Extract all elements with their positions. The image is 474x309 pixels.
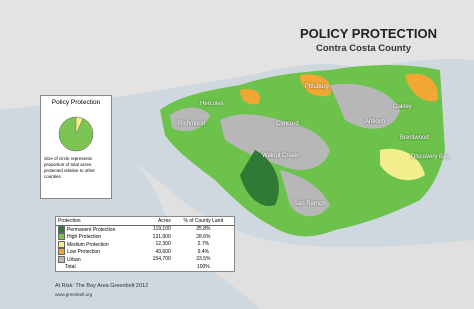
cell-text: 131,900 <box>152 233 171 240</box>
swatch <box>58 225 65 233</box>
cell-text: 33.5% <box>196 256 211 263</box>
place-label: Antioch <box>365 119 386 125</box>
inset-title: Policy Protection <box>51 99 101 106</box>
cell: 28.6% <box>173 233 234 241</box>
cell: Low Protection <box>56 248 142 256</box>
cell-text: 43,600 <box>155 248 171 255</box>
cell-text: 2.7% <box>197 241 210 248</box>
cell-text: Permanent Protection <box>67 226 116 233</box>
cell-text: 12,300 <box>155 241 171 248</box>
swatch <box>58 248 65 256</box>
cell-text: 25.8% <box>196 226 211 233</box>
cell: 131,900 <box>142 233 173 241</box>
urban-east <box>330 83 400 129</box>
cell <box>142 263 173 271</box>
table-header: Protection Acres% of County Land <box>56 217 234 226</box>
place-label: Concord <box>276 121 299 127</box>
low-area <box>240 73 439 105</box>
swatch <box>58 240 65 248</box>
table-row: Urban 154,700 33.5% <box>56 255 234 264</box>
cell-text: 9.4% <box>197 248 210 255</box>
cell: 2.7% <box>173 241 234 249</box>
table-row: High Protection 131,900 28.6% <box>56 233 234 241</box>
land-south <box>120 150 474 309</box>
table-row: Medium Protection 12,300 2.7% <box>56 240 234 249</box>
urban-west <box>170 107 210 132</box>
place-label: Discovery Bay <box>411 154 450 160</box>
pie-slice <box>75 116 84 135</box>
legend-table: Protection Acres% of County Land Permanent… <box>55 216 235 272</box>
cell: Medium Protection <box>56 240 142 249</box>
cell-text: Urban <box>67 256 81 263</box>
place-label: Richmond <box>178 121 206 127</box>
swatch <box>58 255 65 263</box>
cell: 43,600 <box>142 248 173 256</box>
place-label: Oakley <box>393 104 412 110</box>
column-header: % of County Land <box>172 217 234 226</box>
title: POLICY PROTECTION <box>300 26 437 41</box>
pie <box>58 116 94 152</box>
cell-text: 28.6% <box>196 233 211 240</box>
medium-area <box>380 148 425 181</box>
urban-south <box>280 170 330 217</box>
place-label: Brentwood <box>400 135 429 141</box>
column-header: Protection <box>56 217 142 226</box>
cell: 33.5% <box>173 256 234 264</box>
cell: 119,100 <box>142 225 173 233</box>
total-percent: 100% <box>196 263 210 270</box>
place-label: Pittsburg <box>305 84 329 90</box>
cell-text: 154,700 <box>152 256 171 263</box>
cell: High Protection <box>56 233 142 241</box>
cell: 154,700 <box>142 256 173 264</box>
cell: 12,300 <box>142 241 173 249</box>
inset: Policy Protection Size of circle represe… <box>40 95 112 199</box>
url: www.greenbelt.org <box>55 292 93 297</box>
cell-text: Medium Protection <box>67 241 109 248</box>
cell: Permanent Protection <box>56 225 142 233</box>
column-header: Acres <box>141 217 173 226</box>
cell-text: Low Protection <box>67 249 101 256</box>
cell: 25.8% <box>173 225 234 233</box>
swatch <box>58 233 65 241</box>
cell-text: 119,100 <box>153 226 171 233</box>
inset-note: Size of circle represents proportion of … <box>44 156 96 179</box>
land-north <box>0 0 474 110</box>
permanent-area <box>240 150 279 206</box>
place-label: Walnut Creek <box>262 153 299 159</box>
cell: Urban <box>56 255 142 264</box>
subtitle: Contra Costa County <box>316 43 411 54</box>
cell-text: High Protection <box>67 234 102 241</box>
table-row: Permanent Protection 119,100 25.8% <box>56 225 234 233</box>
place-label: Hercules <box>200 101 224 107</box>
place-label: San Ramon <box>294 201 326 207</box>
urban-central <box>220 114 330 170</box>
cell: 9.4% <box>173 248 234 256</box>
table-row: Low Protection 43,600 9.4% <box>56 248 234 256</box>
source: At Risk: The Bay Area Greenbelt 2012 <box>55 283 149 289</box>
total-label: Total <box>65 263 76 270</box>
total-row: Total 100% <box>56 263 234 271</box>
